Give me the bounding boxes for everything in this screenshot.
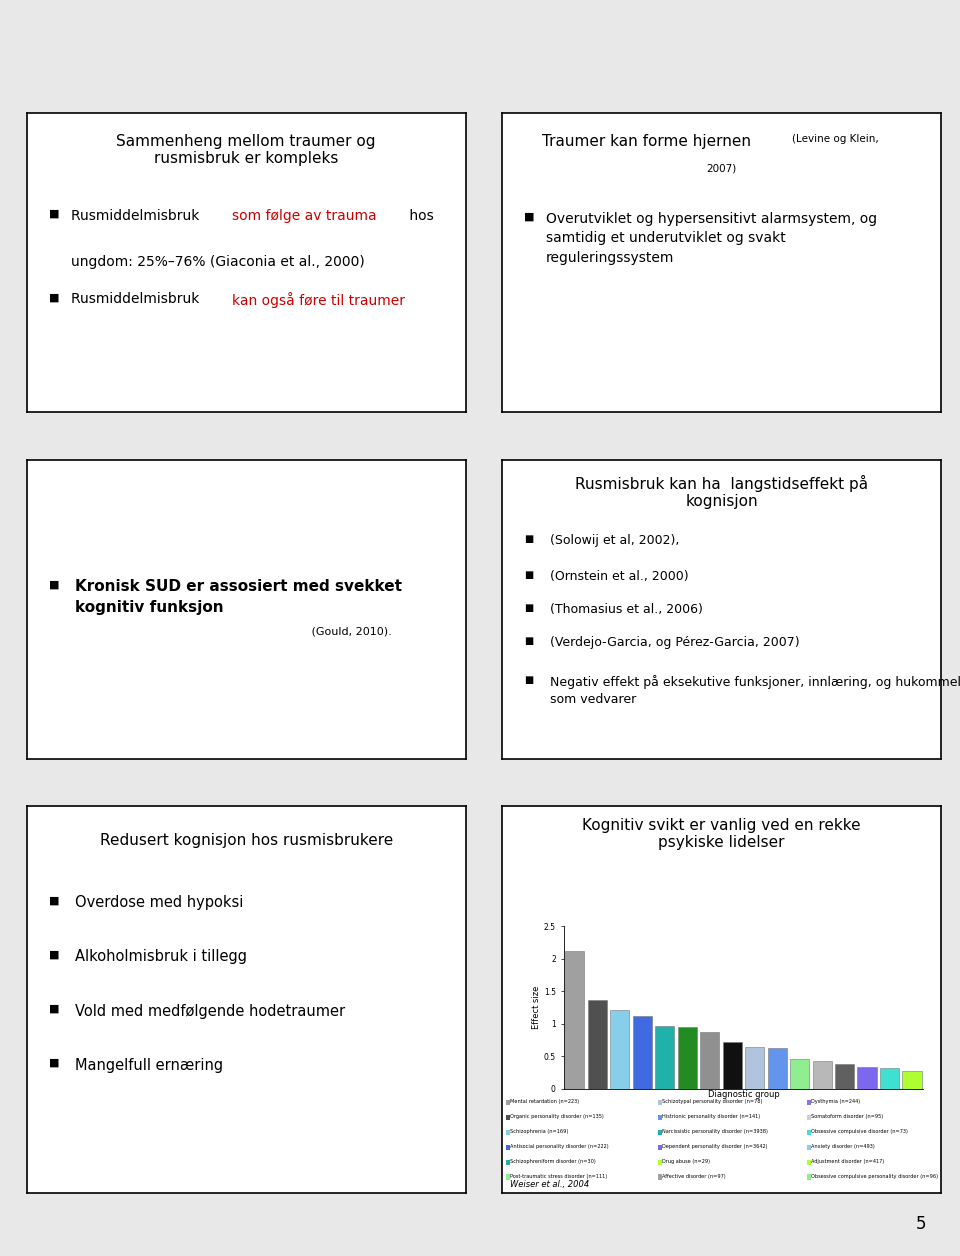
Y-axis label: Effect size: Effect size bbox=[532, 986, 540, 1029]
Text: Mental retardation (n=223): Mental retardation (n=223) bbox=[511, 1099, 580, 1104]
Text: ■: ■ bbox=[49, 950, 60, 960]
Text: ■: ■ bbox=[524, 636, 533, 646]
Text: Weiser et al., 2004: Weiser et al., 2004 bbox=[510, 1181, 589, 1189]
Text: Schizophreniform disorder (n=30): Schizophreniform disorder (n=30) bbox=[511, 1159, 596, 1164]
Text: Overdose med hypoksi: Overdose med hypoksi bbox=[75, 896, 244, 911]
X-axis label: Diagnostic group: Diagnostic group bbox=[708, 1090, 780, 1099]
Bar bbox=[565, 951, 585, 1089]
Bar bbox=[812, 1061, 831, 1089]
Text: Narcissistic personality disorder (n=3938): Narcissistic personality disorder (n=393… bbox=[662, 1129, 768, 1134]
Text: Alkoholmisbruk i tillegg: Alkoholmisbruk i tillegg bbox=[75, 950, 247, 965]
Text: Post-traumatic stress disorder (n=111): Post-traumatic stress disorder (n=111) bbox=[511, 1173, 608, 1178]
Text: ■: ■ bbox=[524, 603, 533, 613]
Bar bbox=[835, 1064, 854, 1089]
Text: (Verdejo-Garcia, og Pérez-Garcia, 2007): (Verdejo-Garcia, og Pérez-Garcia, 2007) bbox=[550, 636, 800, 649]
Text: Schizophrenia (n=169): Schizophrenia (n=169) bbox=[511, 1129, 568, 1134]
Bar bbox=[880, 1068, 900, 1089]
Bar bbox=[745, 1048, 764, 1089]
Text: Overutviklet og hypersensitivt alarmsystem, og
samtidig et underutviklet og svak: Overutviklet og hypersensitivt alarmsyst… bbox=[546, 212, 877, 265]
Text: (Ornstein et al., 2000): (Ornstein et al., 2000) bbox=[550, 570, 689, 583]
Text: ungdom: 25%–76% (Giaconia et al., 2000): ungdom: 25%–76% (Giaconia et al., 2000) bbox=[71, 255, 365, 269]
Text: Obsessive compulsive disorder (n=73): Obsessive compulsive disorder (n=73) bbox=[811, 1129, 908, 1134]
Text: (Levine og Klein,: (Levine og Klein, bbox=[792, 134, 878, 144]
Text: Drug abuse (n=29): Drug abuse (n=29) bbox=[662, 1159, 710, 1164]
Text: Negativ effekt på eksekutive funksjoner, innlæring, og hukommelse
som vedvarer: Negativ effekt på eksekutive funksjoner,… bbox=[550, 674, 960, 706]
Bar bbox=[723, 1042, 742, 1089]
Text: ■: ■ bbox=[524, 570, 533, 580]
Text: Rusmisbruk kan ha  langstidseffekt på
kognisjon: Rusmisbruk kan ha langstidseffekt på kog… bbox=[575, 475, 868, 509]
Text: Histrionic personality disorder (n=141): Histrionic personality disorder (n=141) bbox=[662, 1114, 760, 1119]
Bar bbox=[790, 1059, 809, 1089]
Bar bbox=[655, 1026, 674, 1089]
Bar bbox=[611, 1010, 629, 1089]
Text: Schizotypal personality disorder (n=78): Schizotypal personality disorder (n=78) bbox=[662, 1099, 762, 1104]
Bar bbox=[902, 1071, 922, 1089]
Text: ■: ■ bbox=[49, 896, 60, 906]
Text: 2007): 2007) bbox=[707, 163, 736, 173]
Text: Mangelfull ernæring: Mangelfull ernæring bbox=[75, 1058, 224, 1073]
Text: ■: ■ bbox=[524, 535, 533, 544]
Text: Adjustment disorder (n=417): Adjustment disorder (n=417) bbox=[811, 1159, 884, 1164]
Bar bbox=[678, 1027, 697, 1089]
Text: Rusmiddelmisbruk: Rusmiddelmisbruk bbox=[71, 208, 204, 222]
Text: Dysthymia (n=244): Dysthymia (n=244) bbox=[811, 1099, 860, 1104]
Text: Vold med medfølgende hodetraumer: Vold med medfølgende hodetraumer bbox=[75, 1004, 346, 1019]
Text: 5: 5 bbox=[916, 1216, 926, 1233]
Text: hos: hos bbox=[405, 208, 434, 222]
Text: Sammenheng mellom traumer og
rusmisbruk er kompleks: Sammenheng mellom traumer og rusmisbruk … bbox=[116, 134, 376, 166]
Text: Somatoform disorder (n=95): Somatoform disorder (n=95) bbox=[811, 1114, 883, 1119]
Text: Organic personality disorder (n=135): Organic personality disorder (n=135) bbox=[511, 1114, 604, 1119]
Text: Kronisk SUD er assosiert med svekket
kognitiv funksjon: Kronisk SUD er assosiert med svekket kog… bbox=[75, 579, 402, 614]
Text: ■: ■ bbox=[49, 208, 60, 219]
Text: ■: ■ bbox=[49, 1004, 60, 1014]
Text: Traumer kan forme hjernen: Traumer kan forme hjernen bbox=[542, 134, 752, 149]
Text: ■: ■ bbox=[49, 1058, 60, 1068]
Text: ■: ■ bbox=[49, 579, 60, 589]
Text: ■: ■ bbox=[524, 674, 533, 685]
Text: Rusmiddelmisbruk: Rusmiddelmisbruk bbox=[71, 293, 204, 306]
Bar bbox=[768, 1049, 786, 1089]
Text: Anxiety disorder (n=493): Anxiety disorder (n=493) bbox=[811, 1144, 876, 1149]
Text: Kognitiv svikt er vanlig ved en rekke
psykiske lidelser: Kognitiv svikt er vanlig ved en rekke ps… bbox=[582, 818, 861, 850]
Text: Redusert kognisjon hos rusmisbrukere: Redusert kognisjon hos rusmisbrukere bbox=[100, 834, 393, 849]
Text: ■: ■ bbox=[524, 212, 535, 222]
Text: som følge av trauma: som følge av trauma bbox=[232, 208, 377, 222]
Text: ■: ■ bbox=[49, 293, 60, 303]
Text: (Thomasius et al., 2006): (Thomasius et al., 2006) bbox=[550, 603, 704, 617]
Text: Antisocial personality disorder (n=222): Antisocial personality disorder (n=222) bbox=[511, 1144, 609, 1149]
Bar bbox=[857, 1066, 876, 1089]
Bar bbox=[633, 1016, 652, 1089]
Text: Affective disorder (n=97): Affective disorder (n=97) bbox=[662, 1173, 726, 1178]
Text: Obsessive compulsive personality disorder (n=96): Obsessive compulsive personality disorde… bbox=[811, 1173, 939, 1178]
Text: (Solowij et al, 2002),: (Solowij et al, 2002), bbox=[550, 535, 680, 548]
Bar bbox=[700, 1032, 719, 1089]
Text: Dependent personality disorder (n=3642): Dependent personality disorder (n=3642) bbox=[662, 1144, 768, 1149]
Bar bbox=[588, 1000, 607, 1089]
Text: kan også føre til traumer: kan også føre til traumer bbox=[232, 293, 405, 309]
Text: (Gould, 2010).: (Gould, 2010). bbox=[307, 627, 392, 637]
